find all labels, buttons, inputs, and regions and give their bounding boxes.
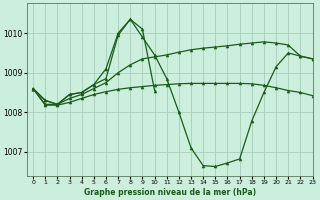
- X-axis label: Graphe pression niveau de la mer (hPa): Graphe pression niveau de la mer (hPa): [84, 188, 256, 197]
